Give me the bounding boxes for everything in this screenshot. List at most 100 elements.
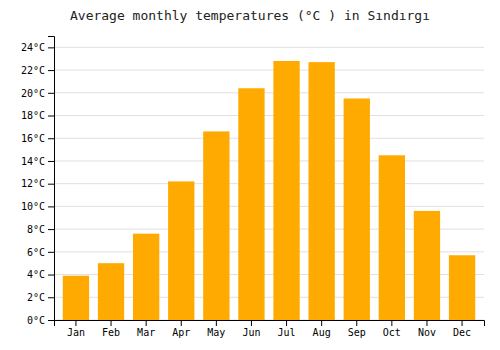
grid-line: [54, 115, 484, 116]
x-tick-label: Jan: [67, 327, 85, 338]
bar: [308, 62, 334, 320]
bar: [414, 211, 440, 320]
x-tick-mark: [146, 320, 147, 326]
y-tick: 6°C: [27, 247, 54, 258]
x-tick-label: Dec: [453, 327, 471, 338]
y-tick: 16°C: [21, 133, 54, 144]
bar: [379, 155, 405, 320]
y-tick-label: 18°C: [21, 110, 45, 121]
y-tick-mark: [48, 70, 54, 71]
grid-line: [54, 183, 484, 184]
x-tick-mark: [111, 320, 112, 326]
y-tick-label: 0°C: [27, 315, 45, 326]
y-tick-label: 22°C: [21, 65, 45, 76]
x-tick-mark: [356, 320, 357, 326]
x-tick-mark: [286, 320, 287, 326]
y-tick-mark: [48, 206, 54, 207]
y-tick: 10°C: [21, 201, 54, 212]
x-tick-label: Oct: [383, 327, 401, 338]
y-tick: 18°C: [21, 110, 54, 121]
bar: [344, 98, 370, 320]
y-tick: 4°C: [27, 269, 54, 280]
y-tick: 2°C: [27, 292, 54, 303]
y-tick-label: 20°C: [21, 88, 45, 99]
plot-area: 0°C 2°C 4°C 6°C 8°C 10°C 12°C 14°C 16°C 18°C 20°C 2…: [21, 37, 485, 339]
y-tick-mark: [48, 93, 54, 94]
bar: [98, 263, 124, 320]
y-tick-mark: [48, 229, 54, 230]
x-tick-label: Nov: [418, 327, 436, 338]
chart-container: Average monthly temperatures (°C ) in Sı…: [0, 0, 500, 350]
y-tick-label: 10°C: [21, 201, 45, 212]
y-tick-mark: [48, 161, 54, 162]
x-tick-label: Apr: [172, 327, 190, 338]
x-tick-mark: [251, 320, 252, 326]
x-tick: Jun: [242, 320, 260, 338]
y-tick-mark: [48, 275, 54, 276]
x-tick-mark: [391, 320, 392, 326]
y-tick: 8°C: [27, 224, 54, 235]
y-axis-line: [48, 37, 55, 321]
x-tick-label: May: [207, 327, 225, 338]
x-tick-mark: [321, 320, 322, 326]
x-tick: Oct: [383, 320, 401, 338]
chart-svg: Average monthly temperatures (°C ) in Sı…: [0, 0, 500, 350]
x-tick: Nov: [418, 320, 436, 338]
y-tick: 24°C: [21, 42, 54, 53]
y-tick-label: 6°C: [27, 247, 45, 258]
y-tick-label: 14°C: [21, 156, 45, 167]
x-tick: Mar: [137, 320, 155, 338]
y-tick-mark: [48, 138, 54, 139]
grid: [54, 47, 484, 320]
y-tick-label: 2°C: [27, 292, 45, 303]
x-tick: Sep: [348, 320, 366, 338]
x-tick: Apr: [172, 320, 190, 338]
x-tick-mark: [462, 320, 463, 326]
bar: [449, 255, 475, 320]
bar: [203, 131, 229, 320]
x-tick-label: Jul: [278, 327, 296, 338]
bars: [63, 61, 475, 320]
grid-line: [54, 92, 484, 93]
y-tick-label: 24°C: [21, 42, 45, 53]
bar: [63, 276, 89, 320]
bar: [168, 181, 194, 320]
grid-line: [54, 70, 484, 71]
grid-line: [54, 206, 484, 207]
y-tick: 20°C: [21, 88, 54, 99]
x-tick: Dec: [453, 320, 471, 338]
y-tick: 14°C: [21, 156, 54, 167]
y-tick-mark: [48, 320, 54, 321]
y-tick: 0°C: [27, 315, 54, 326]
bar: [238, 88, 264, 320]
y-tick-mark: [48, 47, 54, 48]
chart-title: Average monthly temperatures (°C ) in Sı…: [70, 8, 430, 23]
y-tick-mark: [48, 116, 54, 117]
x-tick-label: Mar: [137, 327, 155, 338]
bar: [273, 61, 299, 320]
bar: [133, 234, 159, 320]
y-tick-label: 16°C: [21, 133, 45, 144]
x-tick-mark: [75, 320, 76, 326]
x-axis-line: [55, 321, 485, 327]
y-tick-label: 12°C: [21, 178, 45, 189]
x-tick-label: Jun: [242, 327, 260, 338]
y-tick-mark: [48, 297, 54, 298]
x-tick-mark: [426, 320, 427, 326]
y-tick-label: 8°C: [27, 224, 45, 235]
x-tick-label: Aug: [313, 327, 331, 338]
x-tick: Aug: [313, 320, 331, 338]
y-tick-mark: [48, 252, 54, 253]
y-axis: 0°C 2°C 4°C 6°C 8°C 10°C 12°C 14°C 16°C 18°C 20°C 2…: [21, 37, 55, 326]
grid-line: [54, 47, 484, 48]
grid-line: [54, 138, 484, 139]
y-tick-mark: [48, 184, 54, 185]
x-tick-mark: [216, 320, 217, 326]
grid-line: [54, 160, 484, 161]
x-tick: Jul: [278, 320, 296, 338]
x-tick: Jan: [67, 320, 85, 338]
x-axis: JanFebMarAprMayJunJulAugSepOctNovDec: [55, 320, 485, 338]
y-tick-label: 4°C: [27, 269, 45, 280]
y-tick: 12°C: [21, 178, 54, 189]
x-tick: May: [207, 320, 225, 338]
